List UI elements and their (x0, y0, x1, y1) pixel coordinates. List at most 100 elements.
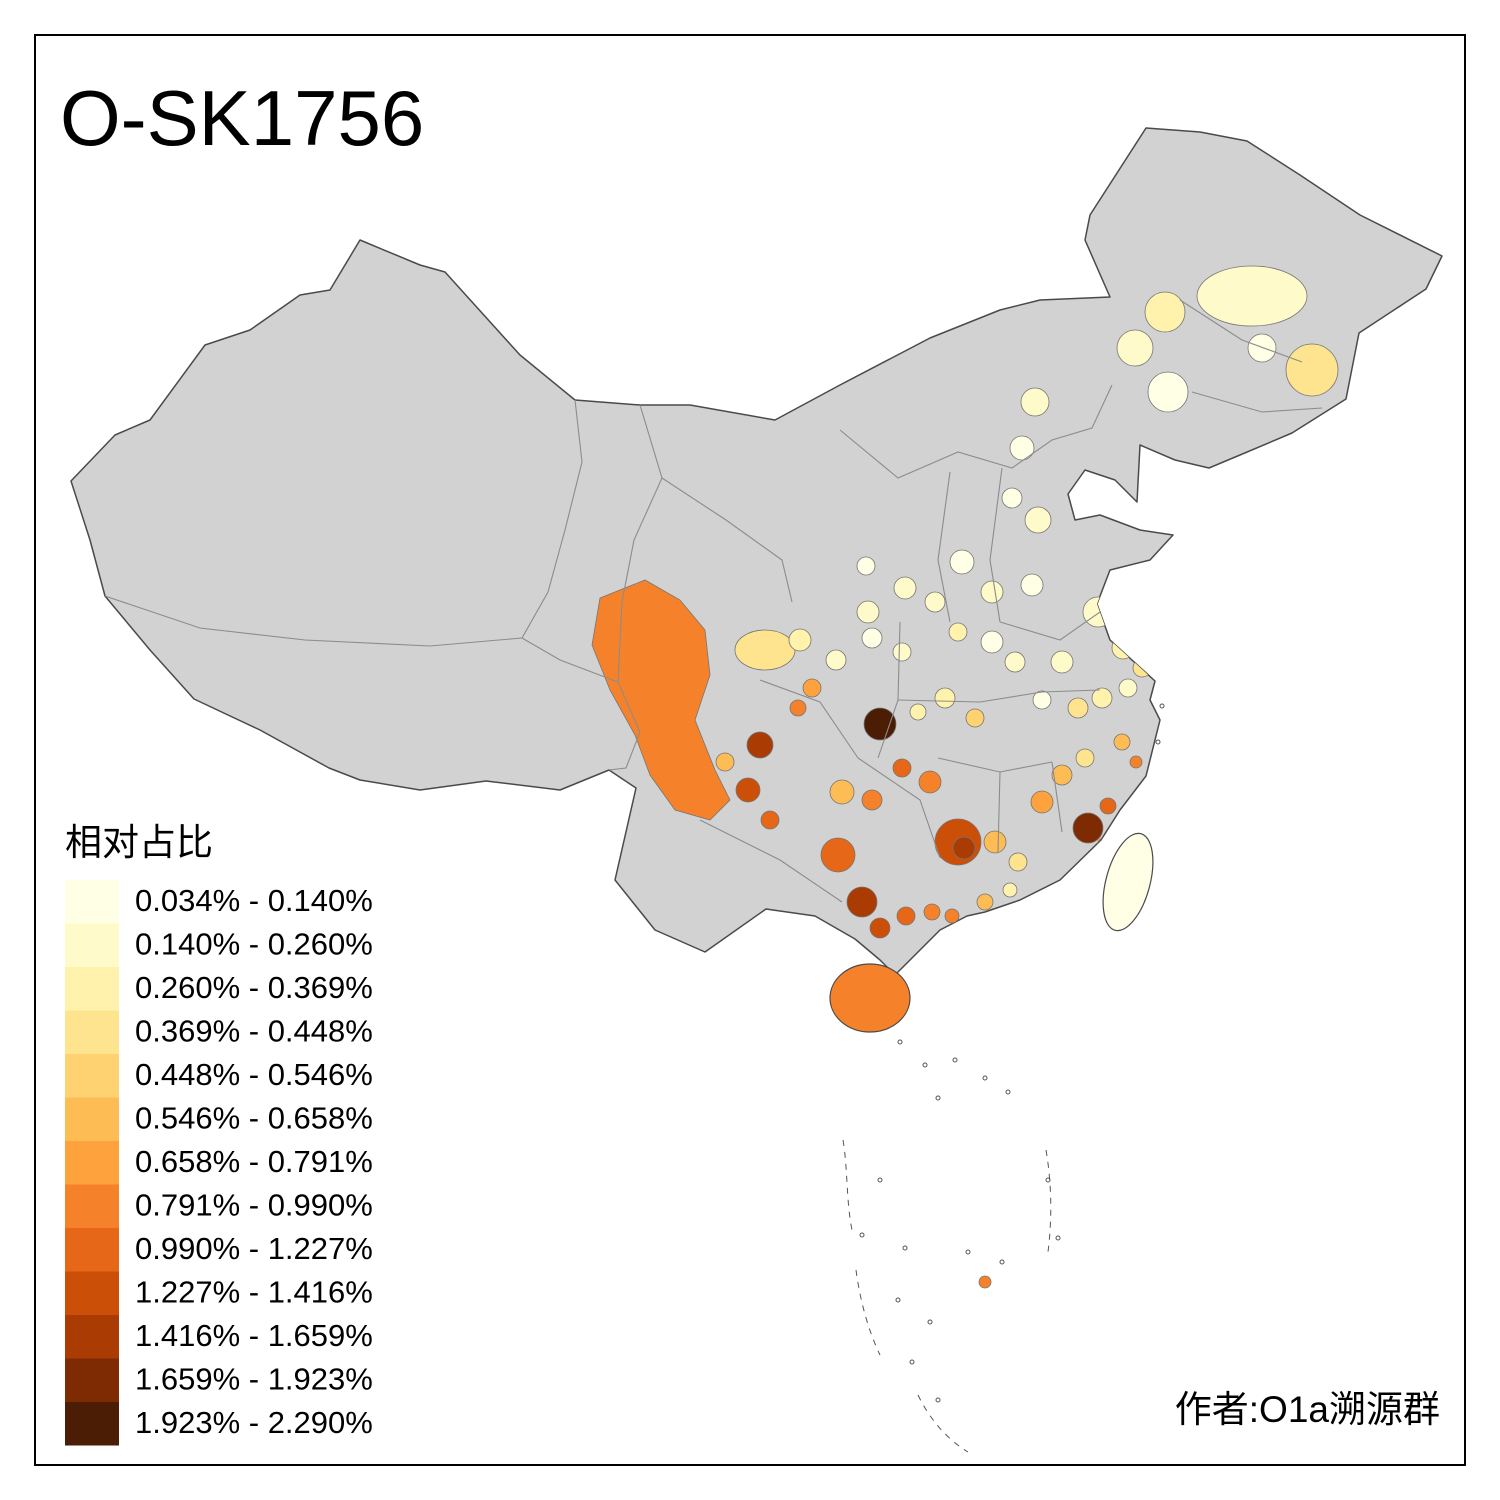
legend-swatch (65, 1315, 119, 1359)
south-china-sea-islands (842, 703, 1165, 1453)
legend-label: 1.227% - 1.416% (135, 1275, 373, 1310)
map-region (829, 779, 855, 805)
islet (895, 1297, 901, 1303)
map-region (923, 903, 941, 921)
legend-label: 0.140% - 0.260% (135, 927, 373, 962)
islet (902, 1245, 908, 1251)
legend-swatch (65, 880, 119, 924)
islet (1159, 703, 1165, 709)
map-region (1144, 291, 1186, 333)
hainan-island (829, 963, 911, 1033)
islet (999, 1259, 1005, 1265)
legend-label: 0.990% - 1.227% (135, 1231, 373, 1266)
islet (877, 1177, 883, 1183)
map-region (1113, 733, 1131, 751)
map-region (1118, 678, 1138, 698)
map-region (1075, 748, 1095, 768)
map-region (1147, 371, 1189, 413)
legend-label: 0.658% - 0.791% (135, 1144, 373, 1179)
map-region (825, 649, 847, 671)
island-region (978, 1275, 992, 1289)
legend-swatch (65, 1097, 119, 1141)
map-region (715, 752, 735, 772)
credit: 作者:O1a溯源群 (1175, 1389, 1440, 1430)
map-region (820, 837, 856, 873)
map-region (948, 622, 968, 642)
legend-swatch (65, 1402, 119, 1446)
map-region (1009, 435, 1035, 461)
map-region (934, 687, 956, 709)
map-region (846, 886, 878, 918)
map-region (760, 810, 780, 830)
map-region (944, 908, 960, 924)
map-region (1020, 573, 1044, 597)
map-region (735, 777, 761, 803)
legend-swatch (65, 1054, 119, 1098)
islet (1045, 1177, 1051, 1183)
map-region (892, 642, 912, 662)
map-region (909, 703, 927, 721)
islet (897, 1039, 903, 1045)
map-region (856, 556, 876, 576)
china-mainland (70, 127, 1443, 976)
map-region (893, 576, 917, 600)
map-region (918, 770, 942, 794)
map-region (892, 758, 912, 778)
legend-label: 1.416% - 1.659% (135, 1318, 373, 1353)
legend-swatch (65, 1184, 119, 1228)
legend-title: 相对占比 (65, 822, 213, 863)
map-region (1030, 790, 1054, 814)
legend-swatch (65, 1141, 119, 1185)
map-title: O-SK1756 (60, 74, 424, 162)
map-region (1072, 812, 1104, 844)
prefecture-patches (591, 265, 1339, 939)
taiwan-island (1102, 832, 1154, 932)
map-region (1091, 687, 1113, 709)
map-region (1004, 651, 1026, 673)
legend-label: 0.369% - 0.448% (135, 1014, 373, 1049)
map-region (1129, 755, 1143, 769)
map-region (1002, 882, 1018, 898)
map-region (856, 600, 880, 624)
legend-label: 0.260% - 0.369% (135, 970, 373, 1005)
map-region (983, 830, 1007, 854)
legend-label: 0.546% - 0.658% (135, 1101, 373, 1136)
map-region (734, 629, 796, 671)
map-region (976, 893, 994, 911)
islet (965, 1249, 971, 1255)
map-region (896, 906, 916, 926)
islet (927, 1319, 933, 1325)
islet (909, 1359, 915, 1365)
map-region (965, 708, 985, 728)
map-region (1001, 487, 1023, 509)
map-region (591, 579, 731, 821)
map-region (1032, 690, 1052, 710)
map-region (952, 836, 976, 860)
legend-label: 1.923% - 2.290% (135, 1405, 373, 1440)
islet (952, 1057, 958, 1063)
islet (1005, 1089, 1011, 1095)
map-region (1050, 650, 1074, 674)
map-region (1020, 387, 1050, 417)
province-borders (104, 299, 1323, 903)
map-region (1247, 333, 1277, 363)
map-region (1067, 697, 1089, 719)
map-region (1008, 852, 1028, 872)
legend-swatch (65, 1358, 119, 1402)
legend: 0.034% - 0.140% 0.140% - 0.260% 0.260% - 0… (65, 880, 373, 1446)
legend-swatch (65, 923, 119, 967)
map-region (924, 591, 946, 613)
islet (935, 1397, 941, 1403)
legend-swatch (65, 1010, 119, 1054)
islet (935, 1095, 941, 1101)
legend-label: 0.791% - 0.990% (135, 1188, 373, 1223)
legend-label: 0.448% - 0.546% (135, 1057, 373, 1092)
islet (922, 1062, 928, 1068)
map-region (861, 789, 883, 811)
islet (1055, 1235, 1061, 1241)
map-region (949, 549, 975, 575)
map-region (1024, 506, 1052, 534)
map-region (1196, 265, 1308, 327)
map-region (1099, 797, 1117, 815)
